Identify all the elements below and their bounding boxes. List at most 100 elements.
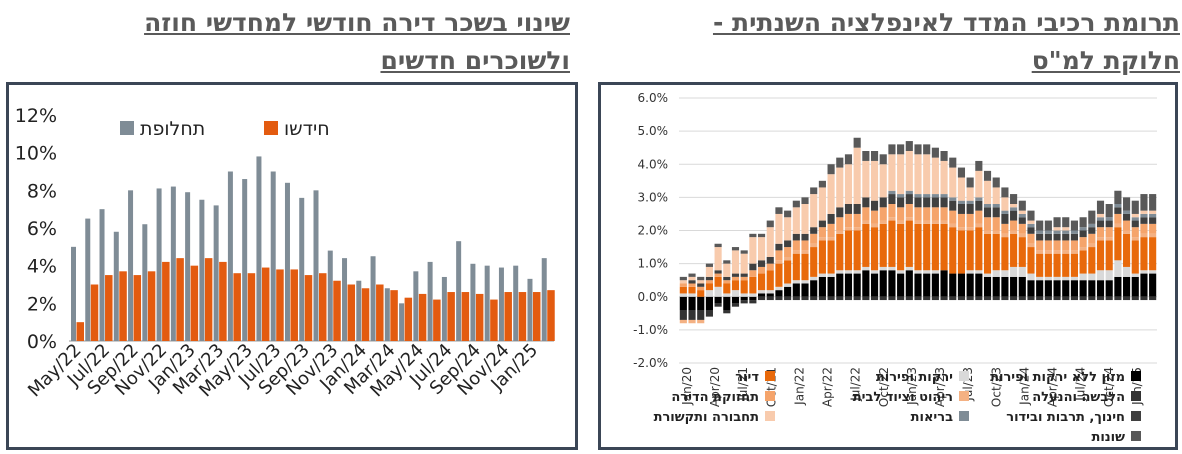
bar-renewal — [147, 271, 156, 341]
stack-segment — [714, 286, 722, 297]
y-tick-label: -2.0% — [633, 356, 668, 370]
stack-segment — [940, 220, 948, 224]
bar-turnover — [313, 190, 319, 341]
legend-swatch — [1131, 411, 1141, 421]
stack-segment — [1027, 273, 1035, 281]
stack-segment — [1062, 250, 1070, 254]
stack-segment — [801, 280, 809, 284]
stack-segment — [914, 220, 922, 224]
legend-swatch — [1131, 431, 1141, 441]
bar-renewal — [319, 273, 327, 341]
y-tick-label: 1.0% — [638, 257, 669, 271]
stack-segment — [992, 276, 1000, 297]
stack-segment — [1096, 296, 1105, 301]
legend-label: מזון ללא ירקות ופירות — [990, 370, 1125, 385]
legend-swatch-turnover — [120, 121, 134, 135]
stack-segment — [905, 141, 913, 151]
stack-segment — [758, 296, 766, 301]
stack-segment — [1062, 227, 1070, 231]
stack-segment — [905, 190, 913, 195]
stack-segment — [1105, 240, 1113, 271]
stack-segment — [862, 151, 870, 161]
legend-label: חינוך, תרבות ובידור — [1006, 410, 1125, 425]
stack-segment — [1027, 296, 1035, 301]
stack-segment — [914, 223, 922, 271]
stack-segment — [784, 283, 792, 287]
stack-segment — [1140, 217, 1148, 224]
bar-renewal — [219, 261, 227, 341]
stack-segment — [1149, 273, 1157, 297]
rent-change-chart-panel: 0% 2% 4% 6% 8% 10% 12% May/22 Jul/22 Sep/22 Nov/22… — [6, 82, 578, 450]
stack-segment — [879, 270, 887, 297]
stack-segment — [836, 270, 844, 274]
stack-segment — [1123, 213, 1131, 221]
stack-segment — [1079, 230, 1087, 238]
x-tick-label: Jan/22 — [792, 367, 806, 406]
stack-segment — [705, 296, 713, 310]
stack-segment — [758, 273, 766, 291]
stack-segment — [1088, 223, 1096, 228]
stack-segment — [966, 187, 974, 201]
stack-segment — [1088, 233, 1096, 244]
stack-segment — [1018, 213, 1026, 218]
stack-segment — [749, 233, 757, 238]
bar-turnover — [113, 231, 119, 341]
stack-segment — [740, 250, 748, 254]
stack-segment — [1010, 230, 1018, 234]
stack-segment — [1140, 237, 1148, 271]
stack-segment — [1114, 227, 1122, 261]
stack-segment — [766, 227, 774, 257]
stack-segment — [1114, 213, 1122, 224]
stack-segment — [897, 270, 905, 274]
bar-renewal — [532, 292, 541, 341]
stack-segment — [1070, 280, 1078, 297]
stack-segment — [801, 204, 809, 234]
stack-segment — [818, 276, 826, 297]
stack-segment — [905, 266, 913, 271]
stack-segment — [975, 160, 983, 171]
stack-segment — [766, 296, 774, 301]
stack-segment — [827, 273, 835, 277]
stack-segment — [810, 233, 818, 244]
stack-segment — [957, 177, 966, 201]
bar-turnover — [370, 256, 376, 341]
stack-segment — [1036, 230, 1044, 234]
stack-segment — [1149, 210, 1157, 214]
stack-segment — [801, 250, 809, 254]
stack-segment — [1062, 253, 1070, 277]
stack-segment — [1001, 270, 1009, 277]
stack-segment — [879, 164, 887, 198]
bar-turnover — [213, 205, 219, 341]
stack-segment — [836, 296, 844, 301]
x-tick-label: Jan/23 — [905, 367, 919, 406]
stack-segment — [1131, 217, 1139, 221]
bar-renewal — [133, 275, 142, 341]
stack-segment — [1131, 240, 1139, 274]
stack-segment — [1044, 280, 1052, 297]
stack-segment — [862, 197, 870, 208]
stack-segment — [801, 253, 809, 281]
stack-segment — [1036, 280, 1044, 297]
stack-segment — [1010, 233, 1018, 267]
stack-segment — [1053, 276, 1061, 281]
stack-segment — [827, 213, 835, 224]
legend-swatch — [1131, 371, 1141, 381]
stack-segment — [714, 303, 722, 307]
stack-segment — [905, 217, 913, 221]
y-tick-label: 4% — [27, 256, 57, 278]
bar-turnover — [256, 156, 262, 341]
stack-segment — [766, 263, 774, 271]
stack-segment — [1044, 233, 1052, 241]
stack-segment — [775, 243, 783, 251]
stack-segment — [740, 300, 748, 304]
stack-segment — [697, 280, 705, 284]
stack-segment — [775, 296, 783, 301]
stack-segment — [931, 296, 939, 301]
stack-segment — [818, 237, 826, 241]
stack-segment — [1149, 237, 1157, 271]
bar-renewal — [261, 267, 270, 341]
stack-segment — [1018, 210, 1026, 214]
x-tick-label: Apr/24 — [1046, 367, 1060, 407]
stack-segment — [688, 310, 696, 320]
bar-turnover — [128, 190, 134, 341]
